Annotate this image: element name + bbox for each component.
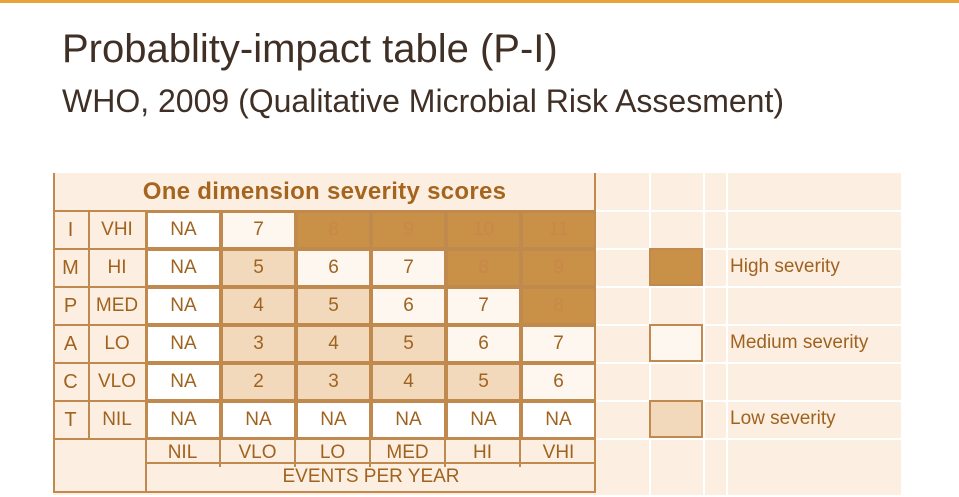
severity-grid: NA 7 8 9 10 11 NA 5 6 7 8 9 NA 4 5 6 7 8 NA 3 4 5 6 7 NA 2 3 4 5 6 NA N… [146,211,596,439]
table-cell: NA [371,401,446,439]
impact-letter: A [63,332,78,355]
top-accent-rule [0,0,959,3]
table-cell: 7 [446,287,521,325]
row-label: VHI [101,219,133,240]
legend-grid-line [596,400,901,402]
table-cell: 8 [296,211,371,249]
column-label: LO [296,439,371,467]
table-cell: NA [221,401,296,439]
legend-label-high: High severity [730,256,840,277]
grid-line [88,211,90,439]
table-cell: 4 [296,325,371,363]
impact-letter: P [63,294,78,317]
grid-line [594,173,596,493]
table-cell: NA [146,325,221,363]
grid-line [53,362,146,364]
table-cell: NA [146,249,221,287]
grid-line [53,438,596,440]
table-cell: 5 [371,325,446,363]
slide-subtitle: WHO, 2009 (Qualitative Microbial Risk As… [62,83,784,119]
table-cell: 6 [296,249,371,287]
legend-grid-line [703,173,705,495]
table-cell: 5 [446,363,521,401]
table-cell: 7 [521,325,596,363]
table-cell: 6 [446,325,521,363]
table-cell: 11 [521,211,596,249]
table-cell: NA [296,401,371,439]
slide-title: Probablity-impact table (P-I) [62,27,558,71]
row-label: HI [107,257,127,278]
row-label: NIL [102,409,132,430]
grid-line [53,286,146,288]
table-cell: 4 [221,287,296,325]
table-cell: NA [146,287,221,325]
table-cell: 8 [521,287,596,325]
grid-line [53,248,146,250]
table-cell: 6 [371,287,446,325]
column-label: NIL [146,439,221,467]
legend-swatch-medium [649,324,703,362]
table-cell: 3 [296,363,371,401]
table-cell: NA [446,401,521,439]
legend-grid-line [596,438,901,440]
table-cell: 5 [296,287,371,325]
legend-label-medium: Medium severity [730,332,869,353]
row-label: LO [104,333,130,354]
grid-line [53,210,596,212]
table-cell: 4 [371,363,446,401]
table-cell: NA [146,211,221,249]
table-cell: NA [146,401,221,439]
table-cell: 7 [371,249,446,287]
legend-grid-line [726,173,728,495]
legend-grid-line [596,324,901,326]
table-cell: 9 [521,249,596,287]
column-label: VLO [221,439,296,467]
grid-line [53,491,596,493]
impact-letter: I [67,218,74,241]
legend-grid-line [596,248,901,250]
table-heading: One dimension severity scores [142,178,507,205]
x-axis-label: EVENTS PER YEAR [282,466,460,487]
legend-swatch-low [649,400,703,438]
table-cell: NA [521,401,596,439]
row-label: MED [95,295,139,316]
table-cell: 2 [221,363,296,401]
column-label: VHI [542,442,575,463]
impact-letter: T [64,408,77,431]
table-cell: 10 [446,211,521,249]
table-cell: 5 [221,249,296,287]
column-labels-row: NIL VLO LO MED HI VHI [146,439,596,467]
table-cell: 9 [371,211,446,249]
impact-letter: M [62,256,79,279]
legend-grid-line [596,286,901,288]
row-label: VLO [97,371,137,392]
row-labels-column: VHI HI MED LO VLO NIL [53,211,146,440]
table-cell: 7 [221,211,296,249]
impact-letter: C [63,370,78,393]
legend-grid-line [596,362,901,364]
column-label: MED [371,439,446,467]
grid-line [145,211,147,493]
table-cell: 3 [221,325,296,363]
column-label: HI [446,439,521,467]
legend-grid-line [596,210,901,212]
legend-swatch-high [649,248,703,286]
grid-line [53,324,146,326]
table-cell: 8 [446,249,521,287]
grid-line [53,173,55,493]
grid-line [146,462,596,464]
grid-line [53,400,146,402]
table-cell: NA [146,363,221,401]
legend-label-low: Low severity [730,408,836,429]
table-cell: 6 [521,363,596,401]
